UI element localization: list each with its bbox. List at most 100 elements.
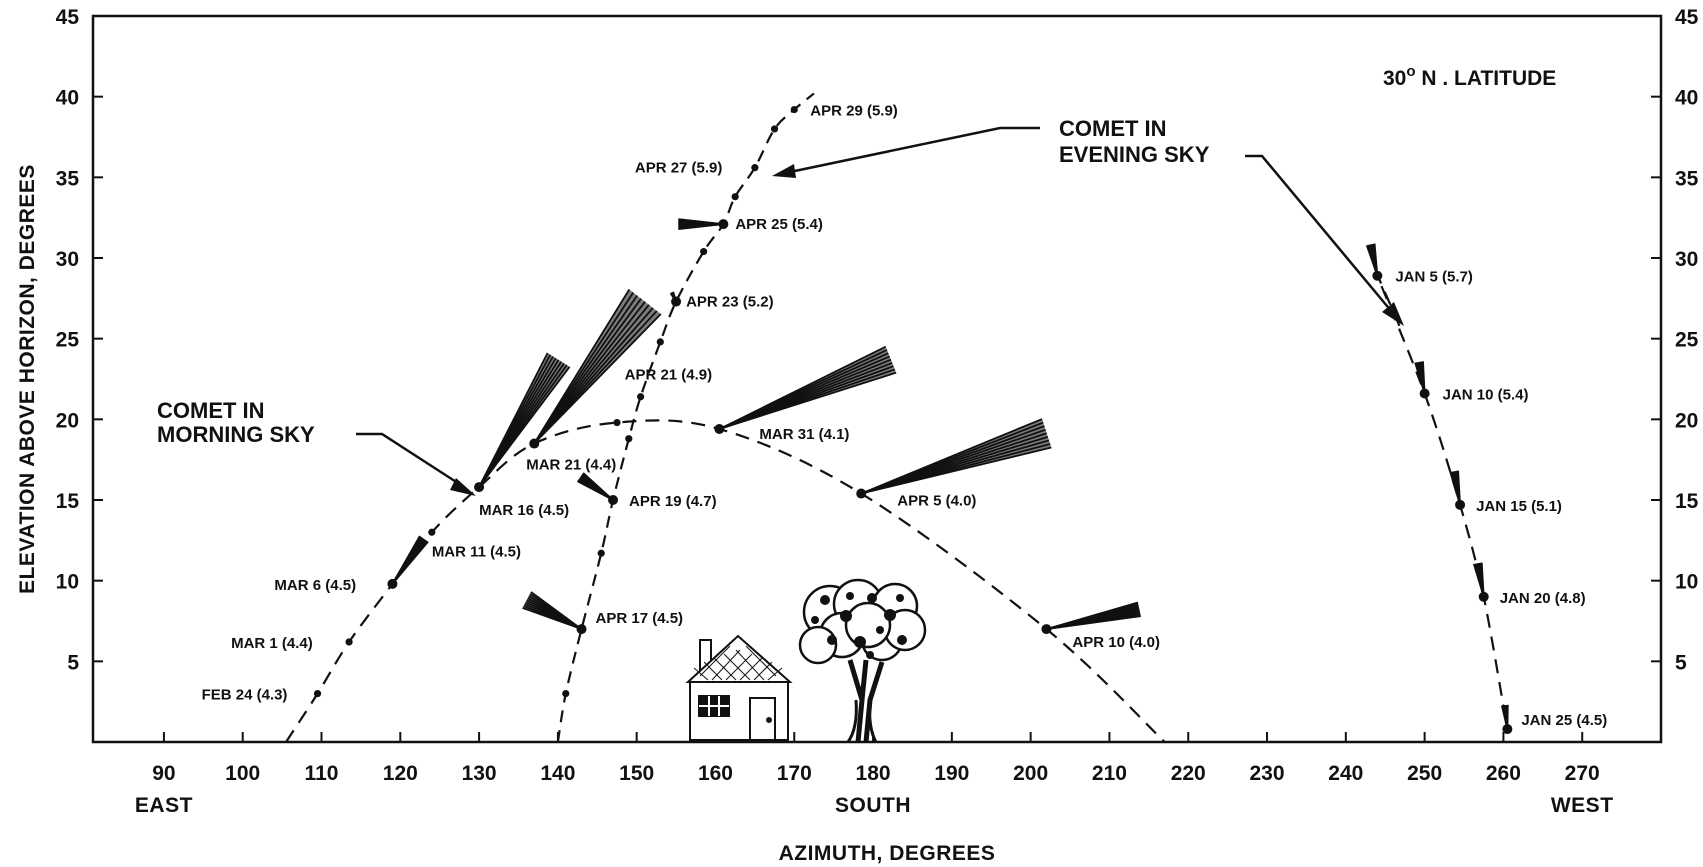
comet-tail-0-4-fill <box>479 352 570 488</box>
comet-point-0-1 <box>345 638 353 646</box>
comet-tail-1-16 <box>1449 470 1461 506</box>
y-tick-label-left-5: 5 <box>67 651 79 674</box>
x-tick-label-110: 110 <box>305 762 339 785</box>
morning-note-line-2: MORNING SKY <box>157 422 315 447</box>
comet-tail-0-8-fill <box>861 419 1052 494</box>
point-label-1-14: JAN 5 (5.7) <box>1395 269 1473 286</box>
comet-points <box>313 105 1513 735</box>
latitude-suffix: N . LATITUDE <box>1416 67 1557 90</box>
comet-tail-0-5-fill <box>534 289 661 444</box>
evening-note-arrow <box>789 126 1040 174</box>
comet-point-0-9 <box>1041 624 1052 635</box>
comet-tail-1-9-fill <box>678 219 724 230</box>
y-tick-label-left-10: 10 <box>56 571 79 594</box>
comet-tail-0-2 <box>391 535 429 585</box>
point-label-0-1: MAR 1 (4.4) <box>231 635 313 652</box>
point-label-0-3: MAR 11 (4.5) <box>432 543 521 560</box>
y-axis-title: ELEVATION ABOVE HORIZON, DEGREES <box>16 164 39 594</box>
comet-tail-1-18-fill <box>1501 704 1508 730</box>
evening-sky-annotation: COMET IN EVENING SKY <box>772 116 1404 326</box>
evening-sky-path-april <box>556 92 815 743</box>
point-label-1-11: APR 27 (5.9) <box>635 160 723 177</box>
evening-note-arrowhead-2 <box>1382 302 1404 326</box>
y-tick-label-right-35: 35 <box>1675 167 1699 190</box>
direction-label-east: EAST <box>135 794 193 817</box>
y-tick-label-left-25: 25 <box>56 329 80 352</box>
x-tick-label-170: 170 <box>777 762 812 785</box>
comet-tail-1-15 <box>1414 361 1426 394</box>
comet-tail-1-17-fill <box>1473 562 1484 597</box>
comet-tail-0-7 <box>719 345 897 430</box>
point-label-0-2: MAR 6 (4.5) <box>274 577 356 594</box>
point-label-1-5: APR 21 (4.9) <box>625 367 713 384</box>
y-tick-label-right-25: 25 <box>1675 329 1699 352</box>
comet-point-1-4 <box>625 435 633 443</box>
comet-point-1-15 <box>1419 388 1430 399</box>
x-tick-label-160: 160 <box>698 762 733 785</box>
comet-point-1-6 <box>656 338 664 346</box>
comet-tail-0-7-fill <box>719 346 897 430</box>
comet-point-1-3 <box>608 495 619 505</box>
x-tick-label-180: 180 <box>856 762 891 785</box>
y-tick-label-right-40: 40 <box>1675 87 1698 110</box>
y-tick-label-right-5: 5 <box>1675 651 1687 674</box>
x-axis-ticks: 90 100 110 120 130 140 150 160 170 180 190 200 210 22… <box>152 732 1600 785</box>
y-tick-label-left-35: 35 <box>56 167 80 190</box>
y-tick-label-right-20: 20 <box>1675 409 1698 432</box>
comet-point-1-8 <box>700 247 708 256</box>
morning-note-arrowhead <box>450 478 476 496</box>
comet-tail-0-5 <box>533 288 662 445</box>
y-tick-label-left-30: 30 <box>56 248 79 271</box>
degree-sign: o <box>1406 63 1415 80</box>
latitude-value: 30 <box>1383 67 1406 90</box>
x-tick-label-220: 220 <box>1171 762 1206 785</box>
comet-tail-1-3 <box>576 472 614 501</box>
x-tick-label-150: 150 <box>619 762 654 785</box>
comet-tail-0-9-fill <box>1046 602 1141 630</box>
comet-tail-0-4 <box>478 352 571 488</box>
point-label-0-0: FEB 24 (4.3) <box>202 687 288 704</box>
x-tick-label-240: 240 <box>1328 762 1363 785</box>
plot-frame <box>91 14 1663 744</box>
point-label-1-9: APR 25 (5.4) <box>735 216 823 233</box>
comet-point-1-1 <box>576 624 587 635</box>
point-label-1-3: APR 19 (4.7) <box>629 493 717 510</box>
x-tick-label-260: 260 <box>1486 762 1521 785</box>
comet-point-0-4 <box>474 482 485 493</box>
comet-point-0-5 <box>529 438 540 449</box>
morning-note-arrow <box>356 432 465 489</box>
comet-point-1-0 <box>562 690 570 698</box>
x-axis-title: AZIMUTH, DEGREES <box>779 842 996 865</box>
comet-point-1-2 <box>597 549 605 557</box>
point-label-1-15: JAN 10 (5.4) <box>1443 387 1529 404</box>
direction-label-south: SOUTH <box>835 794 911 817</box>
comet-tail-1-3-fill <box>577 472 614 500</box>
comet-tail-1-14 <box>1365 243 1379 277</box>
x-tick-label-120: 120 <box>383 762 418 785</box>
comet-tail-1-1-fill <box>522 592 582 630</box>
evening-note-line-1: COMET IN <box>1059 116 1167 141</box>
morning-note-line-1: COMET IN <box>157 398 265 423</box>
comet-point-1-11 <box>751 164 759 172</box>
point-label-1-13: APR 29 (5.9) <box>810 103 898 120</box>
y-axis-ticks-left: 5 10 15 20 25 30 35 40 45 <box>56 6 103 674</box>
x-tick-label-190: 190 <box>934 762 969 785</box>
y-tick-label-right-10: 10 <box>1675 571 1698 594</box>
direction-label-west: WEST <box>1551 794 1614 817</box>
point-label-1-16: JAN 15 (5.1) <box>1476 498 1562 515</box>
comet-point-0-8 <box>856 488 867 499</box>
x-tick-label-200: 200 <box>1013 762 1048 785</box>
comet-tail-1-16-fill <box>1450 470 1461 505</box>
comet-point-0-2 <box>387 578 398 589</box>
x-tick-label-270: 270 <box>1565 762 1600 785</box>
x-tick-label-100: 100 <box>225 762 260 785</box>
evening-note-arrowhead <box>772 164 796 178</box>
y-tick-label-left-45: 45 <box>56 6 80 29</box>
tree-illustration <box>798 578 927 743</box>
comet-point-1-7 <box>671 296 682 307</box>
comet-tail-1-9 <box>678 218 724 231</box>
point-label-0-8: APR 5 (4.0) <box>897 493 976 510</box>
comet-tail-1-1 <box>522 591 583 630</box>
x-tick-label-130: 130 <box>462 762 497 785</box>
point-label-0-4: MAR 16 (4.5) <box>479 502 569 519</box>
